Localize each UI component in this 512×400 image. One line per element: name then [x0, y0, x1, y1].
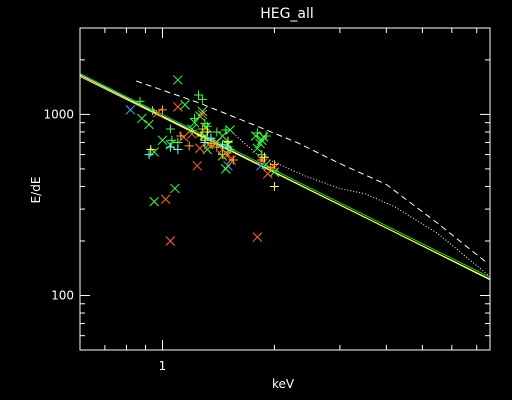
model-line-dashed-0	[136, 80, 489, 264]
data-point-plus-s4-7	[217, 150, 227, 160]
y-tick-label: 100	[51, 288, 74, 302]
data-point-plus-s6-0	[146, 144, 156, 154]
data-point-plus-s2-5	[190, 113, 200, 123]
data-point-plus-s2-0	[135, 96, 145, 106]
data-point-plus-s4-0	[157, 105, 167, 115]
data-point-plus-s2-17	[261, 131, 271, 141]
data-point-plus-s4-12	[269, 159, 279, 169]
data-point-cross-s1-24	[255, 138, 265, 149]
chart-title: HEG_all	[260, 6, 314, 22]
data-point-plus-s6-4	[259, 152, 269, 162]
data-point-plus-s6-3	[223, 136, 233, 146]
data-point-plus-s6-2	[202, 127, 212, 137]
data-point-cross-s1-7	[173, 75, 183, 85]
data-point-cross-s1-3	[149, 196, 160, 207]
data-point-cross-s3-7	[194, 143, 205, 154]
data-point-cross-s1-28	[269, 167, 280, 177]
data-point-cross-s3-1	[160, 194, 171, 205]
data-point-cross-s0-1	[223, 160, 233, 171]
data-point-cross-s3-8	[197, 109, 208, 120]
data-point-plus-s2-2	[165, 124, 175, 134]
data-point-plus-s4-1	[176, 131, 186, 141]
data-point-cross-s1-1	[144, 119, 154, 130]
data-point-cross-s3-3	[173, 102, 183, 112]
data-point-plus-s4-6	[212, 142, 222, 152]
data-point-cross-s3-6	[192, 160, 203, 171]
data-point-plus-s2-12	[221, 125, 231, 135]
data-point-plus-s2-15	[252, 128, 262, 138]
data-point-plus-s5-0	[144, 150, 154, 160]
x-axis-label: keV	[272, 377, 295, 391]
data-point-cross-s1-19	[220, 164, 231, 174]
data-point-plus-s6-5	[269, 181, 279, 191]
data-point-plus-s2-11	[212, 127, 222, 137]
data-point-cross-s1-14	[201, 122, 211, 133]
plot-frame	[79, 27, 491, 351]
plot-area	[80, 73, 490, 281]
data-point-cross-s1-9	[187, 124, 197, 134]
data-point-cross-s1-11	[194, 111, 205, 121]
data-point-cross-s1-0	[136, 113, 147, 124]
model-line-solid-4	[80, 73, 490, 278]
data-point-plus-s5-1	[165, 142, 175, 152]
data-point-cross-s1-23	[252, 143, 263, 154]
data-point-plus-s5-2	[173, 144, 183, 154]
data-point-cross-s3-5	[187, 129, 197, 139]
data-point-cross-s1-8	[180, 99, 190, 110]
data-point-cross-s1-4	[157, 135, 168, 146]
data-point-cross-s3-9	[203, 139, 214, 150]
data-point-plus-s2-6	[194, 90, 204, 100]
data-point-plus-s5-5	[217, 140, 227, 150]
data-point-cross-s1-16	[211, 137, 222, 148]
data-point-plus-s5-4	[206, 133, 216, 143]
data-point-cross-s3-2	[165, 236, 176, 246]
axis-ticks: 1 100 1000	[43, 28, 490, 373]
data-point-plus-s5-3	[200, 137, 210, 147]
y-axis-label: E/dE	[29, 177, 43, 204]
data-point-plus-s2-7	[197, 94, 207, 104]
data-point-cross-s0-0	[125, 104, 136, 115]
data-point-cross-s1-25	[256, 135, 267, 146]
data-point-cross-s1-12	[197, 106, 208, 117]
data-point-plus-s4-3	[197, 124, 207, 134]
data-point-cross-s1-6	[170, 183, 180, 194]
data-point-plus-s6-1	[196, 131, 206, 141]
x-tick-label: 1	[159, 359, 167, 373]
y-tick-label: 1000	[43, 107, 74, 121]
data-point-plus-s4-2	[184, 141, 194, 151]
data-point-plus-s4-9	[228, 155, 238, 165]
data-point-cross-s3-14	[252, 232, 263, 242]
data-point-plus-s2-3	[167, 135, 177, 145]
